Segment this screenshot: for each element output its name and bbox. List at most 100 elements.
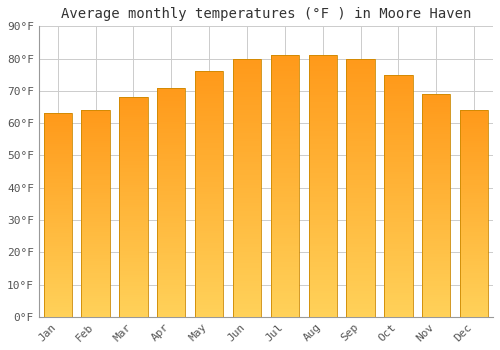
Bar (270, 197, 299, 199)
Bar (308, 144, 337, 147)
Bar (82, 253, 110, 255)
Bar (195, 206, 224, 209)
Bar (346, 219, 375, 221)
Bar (233, 58, 261, 61)
Bar (233, 164, 261, 167)
Bar (119, 170, 148, 172)
Bar (195, 224, 224, 226)
Bar (233, 216, 261, 219)
Bar (119, 185, 148, 187)
Bar (82, 137, 110, 139)
Bar (195, 226, 224, 229)
Bar (82, 226, 110, 228)
Bar (384, 285, 412, 288)
Bar (270, 89, 299, 92)
Bar (44, 258, 72, 260)
Bar (346, 95, 375, 97)
Bar (346, 141, 375, 144)
Bar (157, 250, 186, 253)
Bar (233, 79, 261, 82)
Bar (346, 250, 375, 252)
Bar (346, 273, 375, 275)
Bar (82, 292, 110, 294)
Bar (233, 118, 261, 120)
Bar (233, 120, 261, 123)
Bar (384, 189, 412, 191)
Bar (119, 290, 148, 293)
Bar (44, 221, 72, 223)
Bar (119, 284, 148, 286)
Bar (270, 270, 299, 272)
Bar (422, 308, 450, 310)
Bar (119, 97, 148, 317)
Bar (460, 240, 488, 243)
Bar (308, 254, 337, 257)
Bar (157, 120, 186, 122)
Bar (270, 228, 299, 231)
Bar (44, 130, 72, 132)
Bar (82, 189, 110, 191)
Bar (422, 219, 450, 221)
Bar (346, 288, 375, 291)
Bar (308, 265, 337, 267)
Bar (270, 103, 299, 105)
Bar (233, 152, 261, 154)
Bar (44, 233, 72, 236)
Bar (195, 194, 224, 197)
Bar (195, 108, 224, 111)
Bar (422, 161, 450, 163)
Bar (233, 159, 261, 162)
Bar (384, 118, 412, 121)
Bar (384, 87, 412, 89)
Bar (233, 82, 261, 84)
Bar (384, 79, 412, 82)
Bar (119, 280, 148, 282)
Bar (460, 214, 488, 216)
Bar (384, 179, 412, 181)
Bar (308, 76, 337, 79)
Bar (119, 102, 148, 104)
Bar (157, 280, 186, 282)
Bar (44, 315, 72, 317)
Bar (422, 105, 450, 107)
Bar (460, 228, 488, 230)
Bar (157, 117, 186, 120)
Bar (82, 110, 110, 317)
Bar (346, 180, 375, 182)
Bar (346, 167, 375, 170)
Bar (157, 207, 186, 209)
Bar (157, 312, 186, 315)
Bar (422, 250, 450, 252)
Bar (119, 277, 148, 280)
Bar (233, 309, 261, 312)
Bar (384, 276, 412, 278)
Bar (460, 269, 488, 271)
Bar (346, 232, 375, 234)
Bar (346, 224, 375, 226)
Bar (119, 295, 148, 297)
Bar (270, 286, 299, 288)
Bar (82, 240, 110, 243)
Bar (270, 189, 299, 191)
Bar (460, 191, 488, 193)
Bar (233, 288, 261, 291)
Bar (195, 219, 224, 221)
Bar (44, 140, 72, 142)
Bar (460, 170, 488, 172)
Bar (270, 170, 299, 173)
Bar (422, 223, 450, 225)
Bar (82, 265, 110, 267)
Bar (82, 176, 110, 178)
Bar (384, 203, 412, 205)
Bar (308, 147, 337, 149)
Bar (157, 173, 186, 175)
Bar (422, 290, 450, 292)
Bar (195, 84, 224, 86)
Bar (233, 69, 261, 71)
Bar (308, 236, 337, 238)
Bar (157, 154, 186, 156)
Bar (460, 174, 488, 176)
Bar (195, 307, 224, 309)
Bar (82, 197, 110, 199)
Bar (460, 137, 488, 139)
